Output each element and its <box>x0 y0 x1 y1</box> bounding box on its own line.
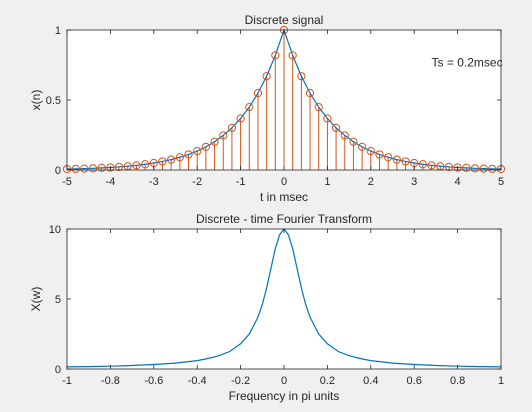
sample-point <box>253 89 263 98</box>
sample-point <box>175 153 184 162</box>
sample-point <box>488 164 497 173</box>
sample-point <box>114 162 124 172</box>
axes-ticks: -5 -4 -3 -2 -1 0 1 2 3 4 5 0 0.5 1 <box>46 25 504 188</box>
x-tick-label: 0.4 <box>363 375 378 387</box>
x-tick-label: 4 <box>455 176 461 188</box>
sample-point <box>167 155 176 164</box>
y-axis-label: x(n) <box>29 90 43 111</box>
sample-point <box>262 72 271 81</box>
y-tick-label: 1 <box>55 25 61 37</box>
x-tick-label: -0.6 <box>144 375 163 387</box>
y-tick-label: 10 <box>49 224 61 236</box>
x-tick-label: 5 <box>498 176 504 188</box>
sample-point <box>106 163 115 172</box>
sample-point <box>453 163 462 172</box>
x-tick-label: -0.4 <box>188 375 207 387</box>
sample-point <box>427 161 436 170</box>
sample-point <box>236 114 245 123</box>
sample-point <box>366 147 375 156</box>
chart-title: Discrete signal <box>245 13 324 27</box>
x-tick-label: 2 <box>368 176 374 188</box>
sample-point <box>444 162 454 172</box>
x-tick-label: 0.6 <box>407 375 422 387</box>
sample-point <box>349 137 358 146</box>
sample-point <box>80 164 89 173</box>
sampling-period-annotation: Ts = 0.2msec <box>432 55 503 69</box>
y-tick-label: 5 <box>55 294 61 306</box>
x-tick-label: 0.8 <box>450 375 465 387</box>
x-tick-label: -1 <box>62 375 72 387</box>
sample-point <box>323 114 332 123</box>
chart-title: Discrete - time Fourier Transform <box>196 212 372 226</box>
x-tick-label: -0.2 <box>231 375 250 387</box>
x-axis-label: t in msec <box>260 190 308 204</box>
sample-point <box>418 160 427 169</box>
x-tick-label: 1 <box>498 375 504 387</box>
sample-point <box>158 157 167 166</box>
sample-point <box>392 155 401 164</box>
x-axis-label: Frequency in pi units <box>229 389 340 403</box>
x-tick-label: 0.2 <box>320 375 335 387</box>
sample-point <box>71 164 80 173</box>
sample-point <box>88 164 98 173</box>
x-tick-label: -3 <box>149 176 159 188</box>
sample-point <box>245 103 254 112</box>
sample-point <box>470 164 480 173</box>
sample-point <box>358 142 367 151</box>
sample-point <box>340 131 349 140</box>
sample-point <box>201 142 210 151</box>
sample-point <box>271 51 280 60</box>
x-tick-label: 3 <box>411 176 417 188</box>
sample-markers <box>62 25 506 174</box>
discrete-signal-plot: -5 -4 -3 -2 -1 0 1 2 3 4 5 0 0.5 1 Discrete signal t … <box>29 13 506 204</box>
y-tick-label: 0.5 <box>46 95 61 107</box>
plot-area <box>67 229 501 369</box>
sample-point <box>184 150 193 159</box>
sample-point <box>297 72 306 81</box>
sample-point <box>331 123 341 132</box>
sample-point <box>401 157 410 166</box>
x-tick-label: 1 <box>324 176 330 188</box>
x-tick-label: -1 <box>236 176 246 188</box>
y-tick-label: 0 <box>55 165 61 177</box>
sample-point <box>314 103 323 112</box>
sample-point <box>97 163 106 172</box>
sample-point <box>210 137 219 146</box>
x-tick-label: -0.8 <box>101 375 120 387</box>
y-tick-label: 0 <box>55 364 61 376</box>
sample-point <box>462 163 471 172</box>
x-tick-label: -2 <box>192 176 202 188</box>
sample-point <box>479 164 488 173</box>
x-tick-label: -5 <box>62 176 72 188</box>
sample-point <box>288 51 297 60</box>
x-tick-label: 0 <box>281 176 287 188</box>
sample-point <box>305 89 315 98</box>
sample-point <box>219 131 228 140</box>
sample-point <box>193 147 202 156</box>
sample-point <box>132 161 141 170</box>
y-axis-label: X(w) <box>29 287 43 312</box>
sample-point <box>375 150 384 159</box>
x-tick-label: -4 <box>106 176 116 188</box>
sample-point <box>227 123 237 132</box>
sample-point <box>384 153 393 162</box>
sample-point <box>141 160 150 169</box>
x-tick-label: 0 <box>281 375 287 387</box>
